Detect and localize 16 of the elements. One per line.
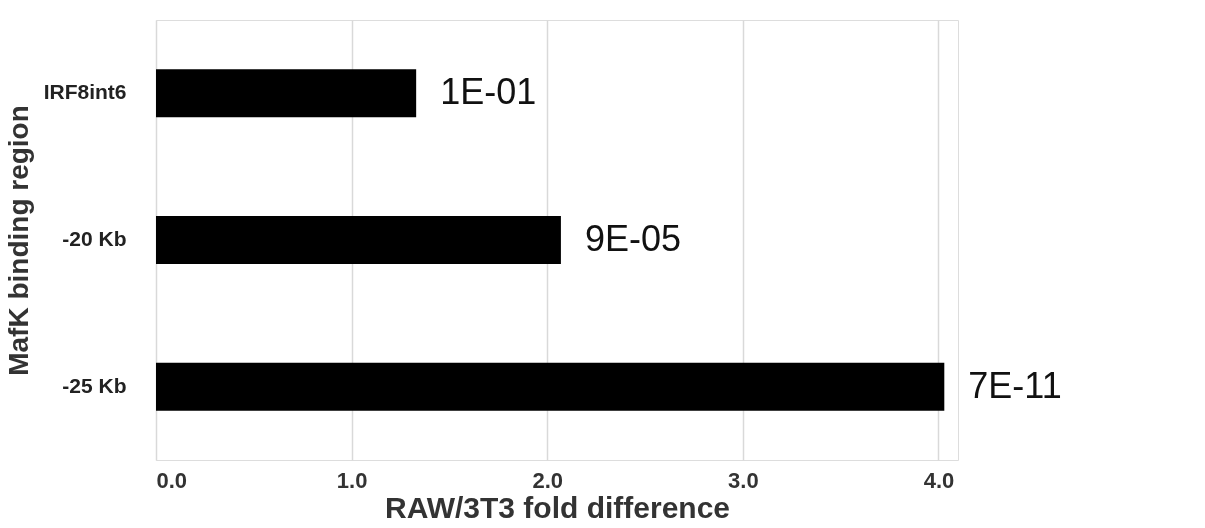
x-axis-title: RAW/3T3 fold difference — [384, 490, 731, 524]
y-tick-label: -20 Kb — [62, 227, 127, 250]
annotation: 1E-01 — [440, 71, 537, 113]
y-tick-label: -25 Kb — [62, 373, 127, 397]
bar — [156, 69, 417, 118]
x-tick-label: 2.0 — [532, 467, 564, 493]
y-axis-title: MafK binding region — [2, 105, 34, 376]
x-tick-label: 3.0 — [728, 467, 759, 493]
bar — [156, 216, 561, 264]
x-tick-label: 1.0 — [336, 467, 368, 493]
y-tick-label: IRF8int6 — [43, 80, 127, 104]
bar — [156, 362, 945, 411]
annotation: 7E-11 — [968, 364, 1062, 406]
annotation: 9E-05 — [584, 218, 681, 259]
x-tick-label: 4.0 — [923, 467, 955, 493]
x-tick-label: 0.0 — [156, 467, 188, 493]
